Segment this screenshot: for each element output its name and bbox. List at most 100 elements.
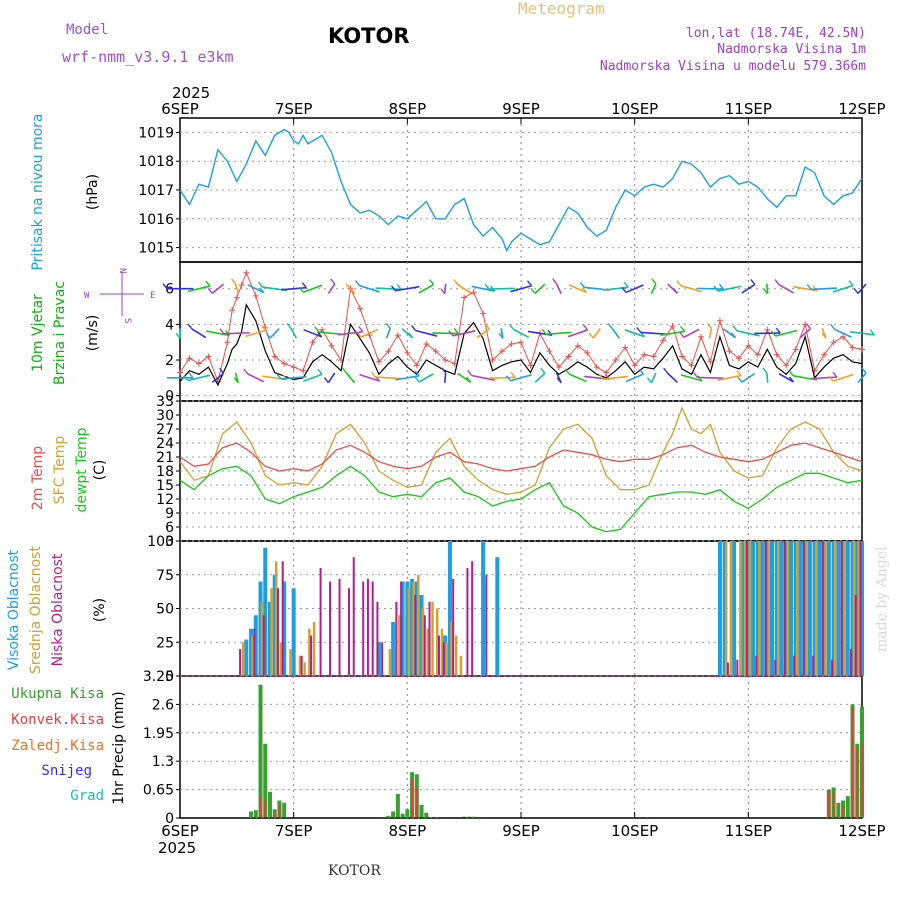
wind-barb	[567, 329, 588, 338]
cloud-bar	[279, 642, 283, 676]
ytick-label: 75	[156, 568, 174, 584]
cloud-ylabel-mid: Srednja Oblacnost	[28, 546, 44, 674]
wind-barb-flag	[265, 332, 271, 339]
cloud-bar	[755, 541, 760, 676]
ytick-label: 6	[165, 520, 174, 536]
precip-legend: Ukupna Kisa Konvek.Kisa Zaledj.Kisa Snij…	[11, 686, 104, 804]
cloud-bar	[395, 601, 398, 676]
wind-barb	[568, 284, 587, 294]
gust-marker	[328, 342, 335, 349]
gust-marker	[593, 364, 600, 371]
precip-bar	[253, 810, 258, 818]
gust-marker	[404, 349, 411, 356]
wind-barb-flag	[651, 278, 657, 285]
gust-marker	[660, 337, 667, 344]
cloud-bar	[414, 581, 419, 676]
wind-barb	[500, 328, 504, 339]
cloud-bar	[253, 615, 258, 676]
gust-marker	[233, 294, 240, 301]
precip-bar	[471, 816, 476, 818]
cloud-bar	[833, 541, 837, 676]
cloud-bar	[407, 588, 411, 676]
wind-barb-flag	[467, 370, 473, 376]
precip-bar	[395, 793, 400, 818]
wind-barb-flag	[358, 326, 364, 333]
precip-bar	[391, 811, 396, 818]
wind-barb	[510, 285, 532, 293]
wind-barb	[811, 376, 838, 380]
gust-marker	[508, 340, 515, 347]
gust-marker	[669, 323, 676, 330]
cloud-bar	[276, 588, 279, 676]
ytick-label: 100	[147, 534, 174, 550]
cloud-bar	[471, 561, 474, 676]
wind-barb	[338, 330, 363, 336]
xtick-top-label: 9SEP	[502, 100, 540, 118]
cloud-bar	[817, 541, 822, 676]
cloud-bar	[251, 635, 254, 676]
gust-marker	[423, 340, 430, 347]
wind-barb	[191, 328, 207, 339]
ytick-label: 33	[156, 394, 174, 410]
cloud-bar	[812, 655, 815, 676]
precip-bar	[264, 800, 267, 818]
cloud-bar	[376, 601, 379, 676]
wind-barb	[624, 329, 645, 338]
xtick-bottom-label: 7SEP	[275, 822, 313, 840]
cloud-bar	[855, 541, 860, 676]
precip-bar	[273, 813, 276, 818]
gust-marker	[356, 305, 363, 312]
wind-rose: W E N S	[84, 268, 155, 323]
wind-barb-flag	[541, 328, 547, 335]
wind-barb-flag	[356, 331, 362, 338]
precip-bar	[832, 791, 835, 818]
ytick-label: 18	[156, 464, 174, 480]
xtick-top-label: 6SEP	[161, 100, 199, 118]
gust-marker	[849, 344, 856, 351]
wind-barb-flag	[441, 367, 447, 374]
precip-bar	[267, 791, 272, 818]
cloud-bar	[770, 541, 775, 676]
ytick-label: 1.95	[143, 726, 174, 742]
wind-barb-flag	[341, 367, 348, 374]
wind-barb	[736, 330, 760, 337]
precip-bar	[259, 796, 262, 818]
cloud-bar	[450, 622, 453, 676]
cloud-ylabel-low: Niska Oblacnost	[50, 553, 66, 666]
wind-barb-flag	[853, 288, 859, 294]
gust-marker	[300, 367, 307, 374]
wind-barb	[766, 283, 769, 294]
wind-barb-flag	[453, 328, 459, 334]
wind-barb-flag	[207, 287, 213, 294]
wind-barb-flag	[314, 326, 320, 333]
cloud-bar	[824, 541, 827, 676]
rose-s: S	[122, 318, 132, 323]
gust-marker	[480, 310, 487, 317]
cloud-bar	[376, 642, 381, 676]
ytick-label: 50	[156, 602, 174, 618]
xtick-top-label: 12SEP	[838, 100, 885, 118]
wind-barb	[375, 287, 402, 291]
cloud-bar	[751, 541, 756, 676]
cloud-bar	[443, 635, 448, 676]
ytick-label: 25	[156, 635, 174, 651]
precip-bar	[263, 743, 268, 818]
ytick-label: 1016	[138, 212, 174, 228]
gust-marker	[697, 333, 704, 340]
wind-barb-flag	[261, 324, 267, 331]
wind-barb	[625, 284, 644, 294]
wind-barb	[568, 373, 587, 383]
ytick-label: 6	[165, 282, 174, 298]
cloud-bar	[777, 541, 780, 676]
wind-barb	[717, 285, 742, 292]
cloud-ylabel-high: Visoka Oblacnost	[6, 549, 22, 670]
temp-ylabel-2m: 2m Temp	[30, 446, 46, 510]
wind-barb	[660, 330, 685, 336]
cloud-bar	[423, 615, 426, 676]
wind-barb-flag	[579, 281, 585, 288]
wind-barb	[359, 373, 380, 382]
wind-barb	[247, 373, 265, 383]
wind-barb	[650, 283, 657, 294]
wind-barb	[534, 372, 546, 384]
wind-barb	[223, 331, 250, 335]
